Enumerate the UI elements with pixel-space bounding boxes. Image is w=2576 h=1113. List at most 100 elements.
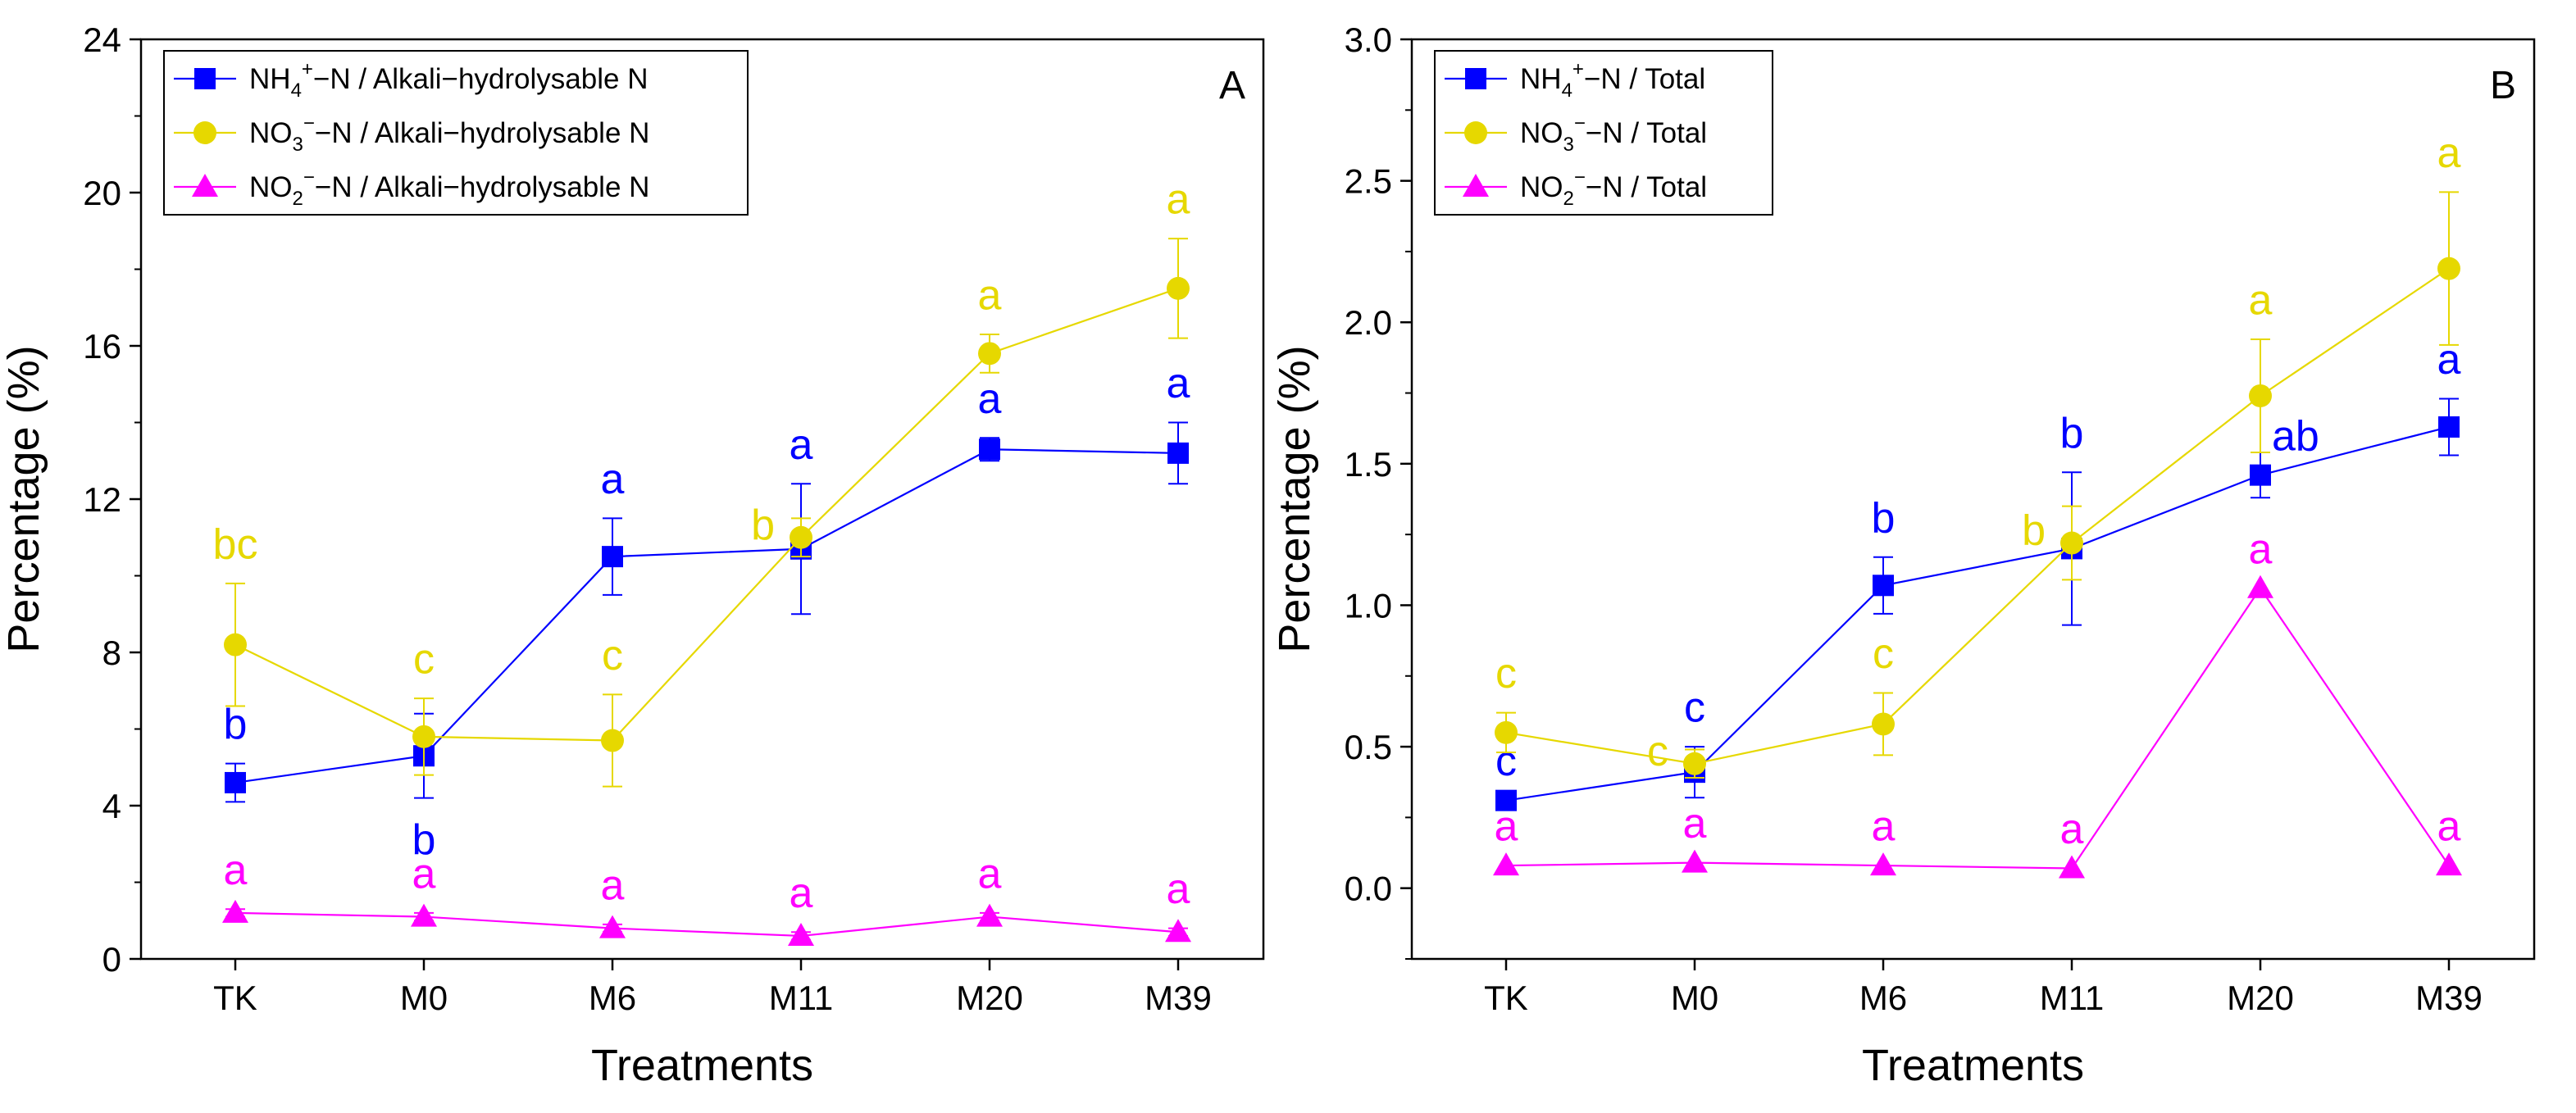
significance-letter: a — [2437, 129, 2461, 177]
legend-label-rest: −N / Alkali−hydrolysable N — [315, 171, 650, 203]
legend-item: NO2−−N / Total — [1445, 166, 1707, 210]
significance-letter: b — [2060, 410, 2084, 457]
significance-letter: ab — [2272, 413, 2319, 461]
significance-letter: a — [601, 861, 625, 909]
data-point — [978, 342, 1001, 366]
significance-letter: b — [1872, 494, 1896, 542]
significance-letter: a — [2249, 525, 2273, 573]
significance-letter: a — [2060, 806, 2084, 853]
series-line — [1505, 586, 2450, 870]
data-point — [1683, 752, 1706, 775]
legend-label-superscript: + — [1572, 58, 1584, 80]
panel-label: A — [1219, 64, 1245, 107]
significance-letter: c — [413, 636, 435, 684]
data-point — [2247, 575, 2273, 598]
data-point — [1873, 575, 1894, 597]
y-tick-label: 1.0 — [1345, 586, 1392, 625]
y-tick-label: 0.5 — [1345, 728, 1392, 766]
legend-label-superscript: − — [1574, 112, 1586, 134]
data-point — [601, 729, 624, 752]
legend-item: NH4+−N / Total — [1445, 58, 1705, 102]
significance-letter: a — [1683, 800, 1707, 847]
x-tick-label: M39 — [1145, 979, 1212, 1017]
legend-label-subscript: 4 — [1562, 80, 1572, 102]
data-point — [1167, 276, 1190, 300]
data-point — [790, 525, 812, 549]
legend-marker — [1464, 121, 1487, 144]
legend-label-superscript: + — [302, 58, 313, 80]
legend-label-subscript: 3 — [293, 134, 303, 156]
series-line — [234, 911, 1179, 938]
x-axis-label: Treatments — [591, 1041, 813, 1090]
significance-letter: a — [1167, 360, 1190, 407]
legend-item: NH4+−N / Alkali−hydrolysable N — [174, 58, 648, 102]
x-tick-label: M6 — [589, 979, 636, 1017]
y-axis-label: Percentage (%) — [0, 345, 48, 652]
legend-label-subscript: 2 — [1563, 188, 1574, 210]
legend-marker — [194, 68, 216, 89]
panel-label: B — [2490, 64, 2516, 107]
data-point — [1870, 852, 1896, 876]
y-tick-label: 8 — [102, 634, 121, 672]
legend-marker — [1465, 68, 1486, 89]
data-point — [2437, 257, 2460, 280]
legend-label-subscript: 4 — [291, 80, 302, 102]
significance-letter: a — [2437, 803, 2461, 851]
data-point — [2060, 531, 2083, 555]
x-tick-label: M6 — [1859, 979, 1907, 1017]
y-tick-label: 12 — [83, 480, 121, 519]
data-point — [1682, 849, 1708, 873]
data-point — [2059, 855, 2085, 879]
legend-label-superscript: − — [1574, 166, 1586, 189]
y-tick-label: 4 — [102, 787, 121, 825]
significance-letter: a — [978, 375, 1002, 423]
significance-letter: a — [1167, 176, 1190, 224]
legend-label: NO3−−N / Alkali−hydrolysable N — [249, 112, 649, 156]
significance-letter: b — [751, 502, 775, 549]
data-point — [1872, 712, 1895, 736]
significance-letter: a — [601, 456, 625, 503]
legend-label-main: NH — [249, 63, 291, 95]
y-tick-label: 2.5 — [1345, 162, 1392, 201]
legend-label: NO2−−N / Total — [1520, 166, 1707, 210]
data-point — [225, 771, 246, 793]
legend-label-rest: −N / Total — [1584, 63, 1705, 95]
legend-label-superscript: − — [303, 112, 315, 134]
significance-letter: c — [1873, 630, 1894, 678]
legend-label-main: NH — [1520, 63, 1562, 95]
x-tick-label: M39 — [2415, 979, 2483, 1017]
data-point — [2250, 464, 2271, 486]
y-tick-label: 1.5 — [1345, 445, 1392, 484]
x-tick-label: M11 — [769, 979, 834, 1017]
legend-marker — [193, 121, 216, 144]
x-axis-label: Treatments — [1862, 1041, 2084, 1090]
significance-letter: a — [978, 272, 1002, 320]
x-tick-label: M11 — [2040, 979, 2105, 1017]
legend-label: NO3−−N / Total — [1520, 112, 1707, 156]
data-point — [976, 903, 1003, 927]
x-tick-label: M0 — [1671, 979, 1718, 1017]
significance-letter: b — [412, 816, 436, 864]
data-point — [224, 633, 247, 656]
y-axis-label: Percentage (%) — [1270, 345, 1319, 652]
y-tick-label: 3.0 — [1345, 20, 1392, 59]
significance-letter: b — [224, 701, 248, 748]
legend-item: NO3−−N / Alkali−hydrolysable N — [174, 112, 649, 156]
significance-letter: a — [1495, 803, 1518, 851]
data-point — [788, 922, 814, 946]
data-point — [2249, 384, 2272, 407]
x-tick-label: M0 — [400, 979, 448, 1017]
data-point — [599, 915, 626, 938]
data-point — [602, 546, 623, 568]
significance-letter: bc — [213, 520, 258, 568]
series-line — [234, 448, 1179, 784]
x-tick-label: M20 — [956, 979, 1023, 1017]
y-tick-label: 16 — [83, 327, 121, 366]
